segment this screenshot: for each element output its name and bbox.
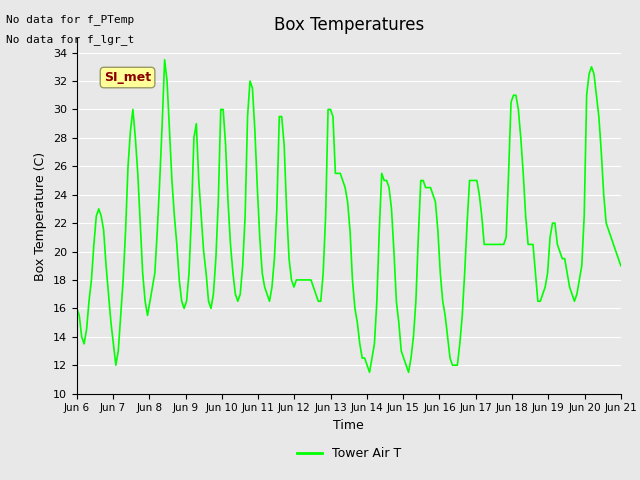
Title: Box Temperatures: Box Temperatures bbox=[274, 16, 424, 34]
Y-axis label: Box Temperature (C): Box Temperature (C) bbox=[35, 151, 47, 281]
Legend: Tower Air T: Tower Air T bbox=[292, 443, 406, 466]
X-axis label: Time: Time bbox=[333, 419, 364, 432]
Text: SI_met: SI_met bbox=[104, 71, 151, 84]
Text: No data for f_PTemp: No data for f_PTemp bbox=[6, 14, 134, 25]
Text: No data for f_lgr_t: No data for f_lgr_t bbox=[6, 34, 134, 45]
